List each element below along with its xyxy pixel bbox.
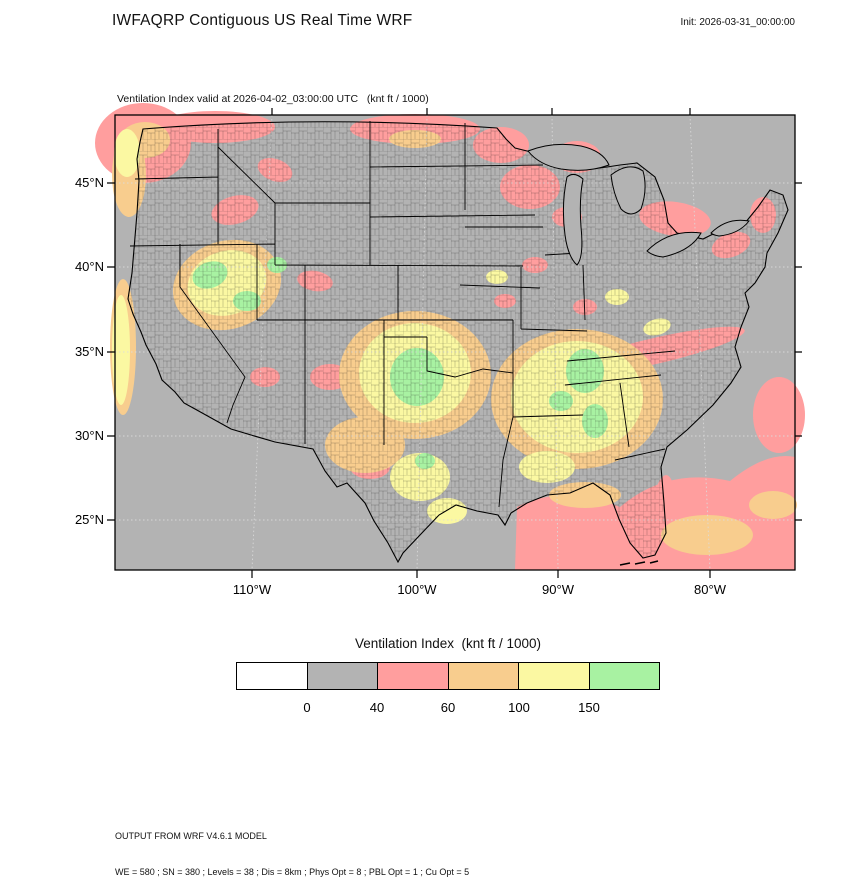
lon-tick-label-110w: 110°W: [232, 582, 272, 597]
page-title: IWFAQRP Contiguous US Real Time WRF: [112, 12, 413, 29]
footer-line-2: WE = 580 ; SN = 380 ; Levels = 38 ; Dis …: [115, 867, 470, 877]
lat-tick-label-45n: 45°N: [74, 175, 104, 190]
legend-colorbar: [236, 662, 660, 690]
map-subtitle: Ventilation Index valid at 2026-04-02_03…: [117, 93, 429, 105]
lon-tick-label-90w: 90°W: [542, 582, 574, 597]
lon-tick-label-100w: 100°W: [397, 582, 437, 597]
legend-cell-tan: [447, 662, 519, 690]
legend-tick-40: 40: [369, 700, 385, 715]
us-map-svg: [95, 103, 805, 578]
lake-superior: [527, 143, 610, 171]
legend-cell-yellow: [518, 662, 590, 690]
lat-tick-label-30n: 30°N: [74, 428, 104, 443]
lake-erie: [646, 231, 702, 258]
legend-cell-gray: [306, 662, 378, 690]
legend-tick-150: 150: [578, 700, 600, 715]
florida-keys: [619, 560, 659, 566]
state-borders: [129, 121, 676, 508]
lake-ontario: [710, 219, 750, 237]
lat-tick-label-35n: 35°N: [74, 344, 104, 359]
legend-tick-100: 100: [508, 700, 530, 715]
axis-ticks: [107, 108, 802, 578]
legend-tick-0: 0: [303, 700, 311, 715]
lat-tick-label-40n: 40°N: [74, 259, 104, 274]
legend-cell-green: [588, 662, 660, 690]
footer-model-info: OUTPUT FROM WRF V4.6.1 MODEL WE = 580 ; …: [115, 806, 469, 890]
lake-michigan: [562, 173, 584, 266]
legend-cell-white: [236, 662, 308, 690]
legend-tick-60: 60: [440, 700, 456, 715]
legend-cell-pink: [377, 662, 449, 690]
map-frame: [114, 114, 796, 571]
lon-tick-label-80w: 80°W: [694, 582, 726, 597]
map-panel: [95, 103, 805, 578]
lat-tick-label-25n: 25°N: [74, 512, 104, 527]
init-timestamp: Init: 2026-03-31_00:00:00: [680, 17, 795, 28]
footer-line-1: OUTPUT FROM WRF V4.6.1 MODEL: [115, 831, 267, 841]
legend-title: Ventilation Index (knt ft / 1000): [354, 636, 542, 651]
lake-huron: [610, 166, 646, 215]
great-lakes: [527, 143, 750, 266]
